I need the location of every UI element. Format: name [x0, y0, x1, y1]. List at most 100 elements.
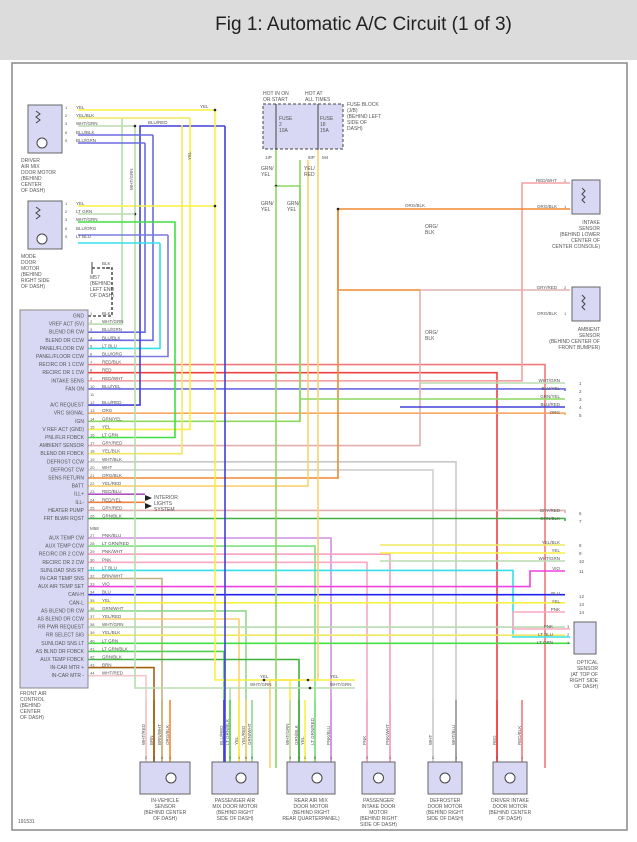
label: 1: [567, 640, 570, 645]
wire-color-label: GRY/RED: [540, 508, 561, 513]
wire-pin-18: [88, 125, 183, 455]
label: BLU/RED: [148, 120, 168, 125]
front-air-control: [19, 309, 89, 689]
wire-color-label: BLU/ORG: [102, 352, 123, 357]
label: WHT/GRN: [250, 682, 272, 687]
label: MIX DOOR MOTOR: [212, 804, 258, 810]
wire-color-label: LT BLU: [76, 234, 91, 239]
wire-color-label: VIO: [102, 582, 110, 587]
wire-color-label: BLU/ORG: [76, 226, 97, 231]
connector-pin-number: 3: [579, 397, 582, 402]
pin-function-label: VREF ACT (5V): [49, 322, 85, 328]
label: DOOR MOTOR: [21, 170, 56, 176]
wire-color-label: GRN/BLK: [102, 514, 122, 519]
pin-number: 22: [90, 481, 95, 486]
wire-color-label: LT GRN: [76, 209, 92, 214]
wire-pin-5: [88, 243, 161, 350]
wire-color-label: RED/YEL: [102, 497, 122, 502]
pin-number: 17: [90, 441, 95, 446]
wire-yel-red: [269, 150, 319, 768]
pin-number: 29: [90, 549, 95, 554]
label: RED: [492, 735, 497, 745]
connector-pin-number: 1: [579, 381, 582, 386]
label: FUSE: [279, 116, 293, 122]
splice-dot: [133, 124, 137, 128]
wire-pin-20: [88, 469, 434, 768]
connector-pin-number: 12: [579, 594, 585, 599]
wire-color-label: BLU/BLK: [102, 335, 121, 340]
wire-color-label: BLU/YEL: [541, 386, 560, 391]
wire-color-label: GRY/RED: [537, 285, 558, 290]
wire-color-label: WHT/GRN: [102, 622, 124, 627]
connector-pin-number: 2: [579, 389, 582, 394]
wire-color-label: BRN/WHT: [102, 574, 123, 579]
pin-function-label: DEFROST CW: [50, 467, 84, 473]
wire-color-label: GRN/YEL: [540, 394, 560, 399]
label: GRN/: [261, 166, 274, 172]
potentiometer-icon: [35, 110, 41, 124]
label: 3: [65, 121, 68, 126]
pin-number: 43: [90, 663, 95, 668]
splice-dot: [306, 678, 310, 682]
label: 2: [65, 113, 68, 118]
wire-color-label: BLU: [551, 591, 560, 596]
label: LT GRN: [537, 640, 553, 645]
wire-color-label: RED/WHT: [536, 178, 557, 183]
label: 4: [161, 755, 164, 760]
label: INTAKE: [582, 220, 600, 226]
label: 1: [564, 204, 567, 209]
label: OF DASH): [498, 816, 522, 822]
label: BLK: [425, 336, 435, 342]
wire-pin-26: [88, 517, 566, 521]
label: YEL: [261, 207, 271, 213]
label: OR START: [263, 97, 288, 103]
motor-icon: [373, 772, 384, 784]
label: DASH): [347, 126, 363, 132]
pin-number: 11: [90, 392, 95, 397]
label: 6: [245, 755, 248, 760]
pin-function-label: AS BLEND DR CCW: [37, 617, 84, 623]
wire-color-label: LT GRN: [102, 433, 118, 438]
wire-color-label: LT GRN/RED: [102, 541, 130, 546]
splice-dot: [336, 207, 340, 211]
wire-color-label: WHT/GRN: [76, 121, 98, 126]
label: (J/B): [347, 108, 358, 114]
label: SIDE OF: [347, 120, 367, 126]
label: YEL: [200, 104, 209, 109]
pin-number: 4: [90, 335, 93, 340]
thermistor-icon: [581, 294, 586, 311]
label: 10A: [279, 128, 289, 134]
pin-number: 16: [90, 433, 95, 438]
pin-function-label: BLEND DR CCW: [45, 338, 84, 344]
connector-pin-number: 14: [579, 610, 585, 615]
wire-pin-6: [88, 235, 169, 358]
arrow-icon: [145, 495, 152, 501]
connector-pin-number: 6: [579, 511, 582, 516]
label: WHT: [428, 735, 433, 745]
label: SIDE OF DASH): [217, 816, 254, 822]
wire-pin-28: [88, 545, 316, 768]
label: (BEHIND CENTER: [144, 810, 187, 816]
label: DOOR MOTOR: [493, 804, 528, 810]
label: 5: [65, 138, 68, 143]
label: OPTICAL: [577, 660, 599, 666]
label: (BEHIND: [21, 176, 42, 182]
wire-pin-44: [88, 674, 147, 768]
label: 1IP: [265, 155, 272, 160]
pin-number: 24: [90, 497, 95, 502]
pin-function-label: PNL/FLR FDBCK: [45, 435, 85, 441]
pin-number: 28: [90, 541, 95, 546]
label: 2: [567, 632, 570, 637]
label: RED/BLK: [517, 726, 522, 745]
pin-function-label: V REF ACT (GND): [42, 427, 84, 433]
wire-color-label: YEL: [551, 599, 560, 604]
pin-function-label: AUX TEMP CCW: [45, 544, 84, 550]
pin-function-label: FRT BLWR RQST: [44, 516, 84, 522]
label: 2: [65, 209, 68, 214]
label: 2: [564, 285, 567, 290]
pin-number: 39: [90, 630, 95, 635]
pin-number: 25: [90, 505, 95, 510]
wire-color-label: LT BLU: [102, 565, 117, 570]
wire-pin-14: [88, 160, 301, 423]
label: 2: [229, 755, 232, 760]
